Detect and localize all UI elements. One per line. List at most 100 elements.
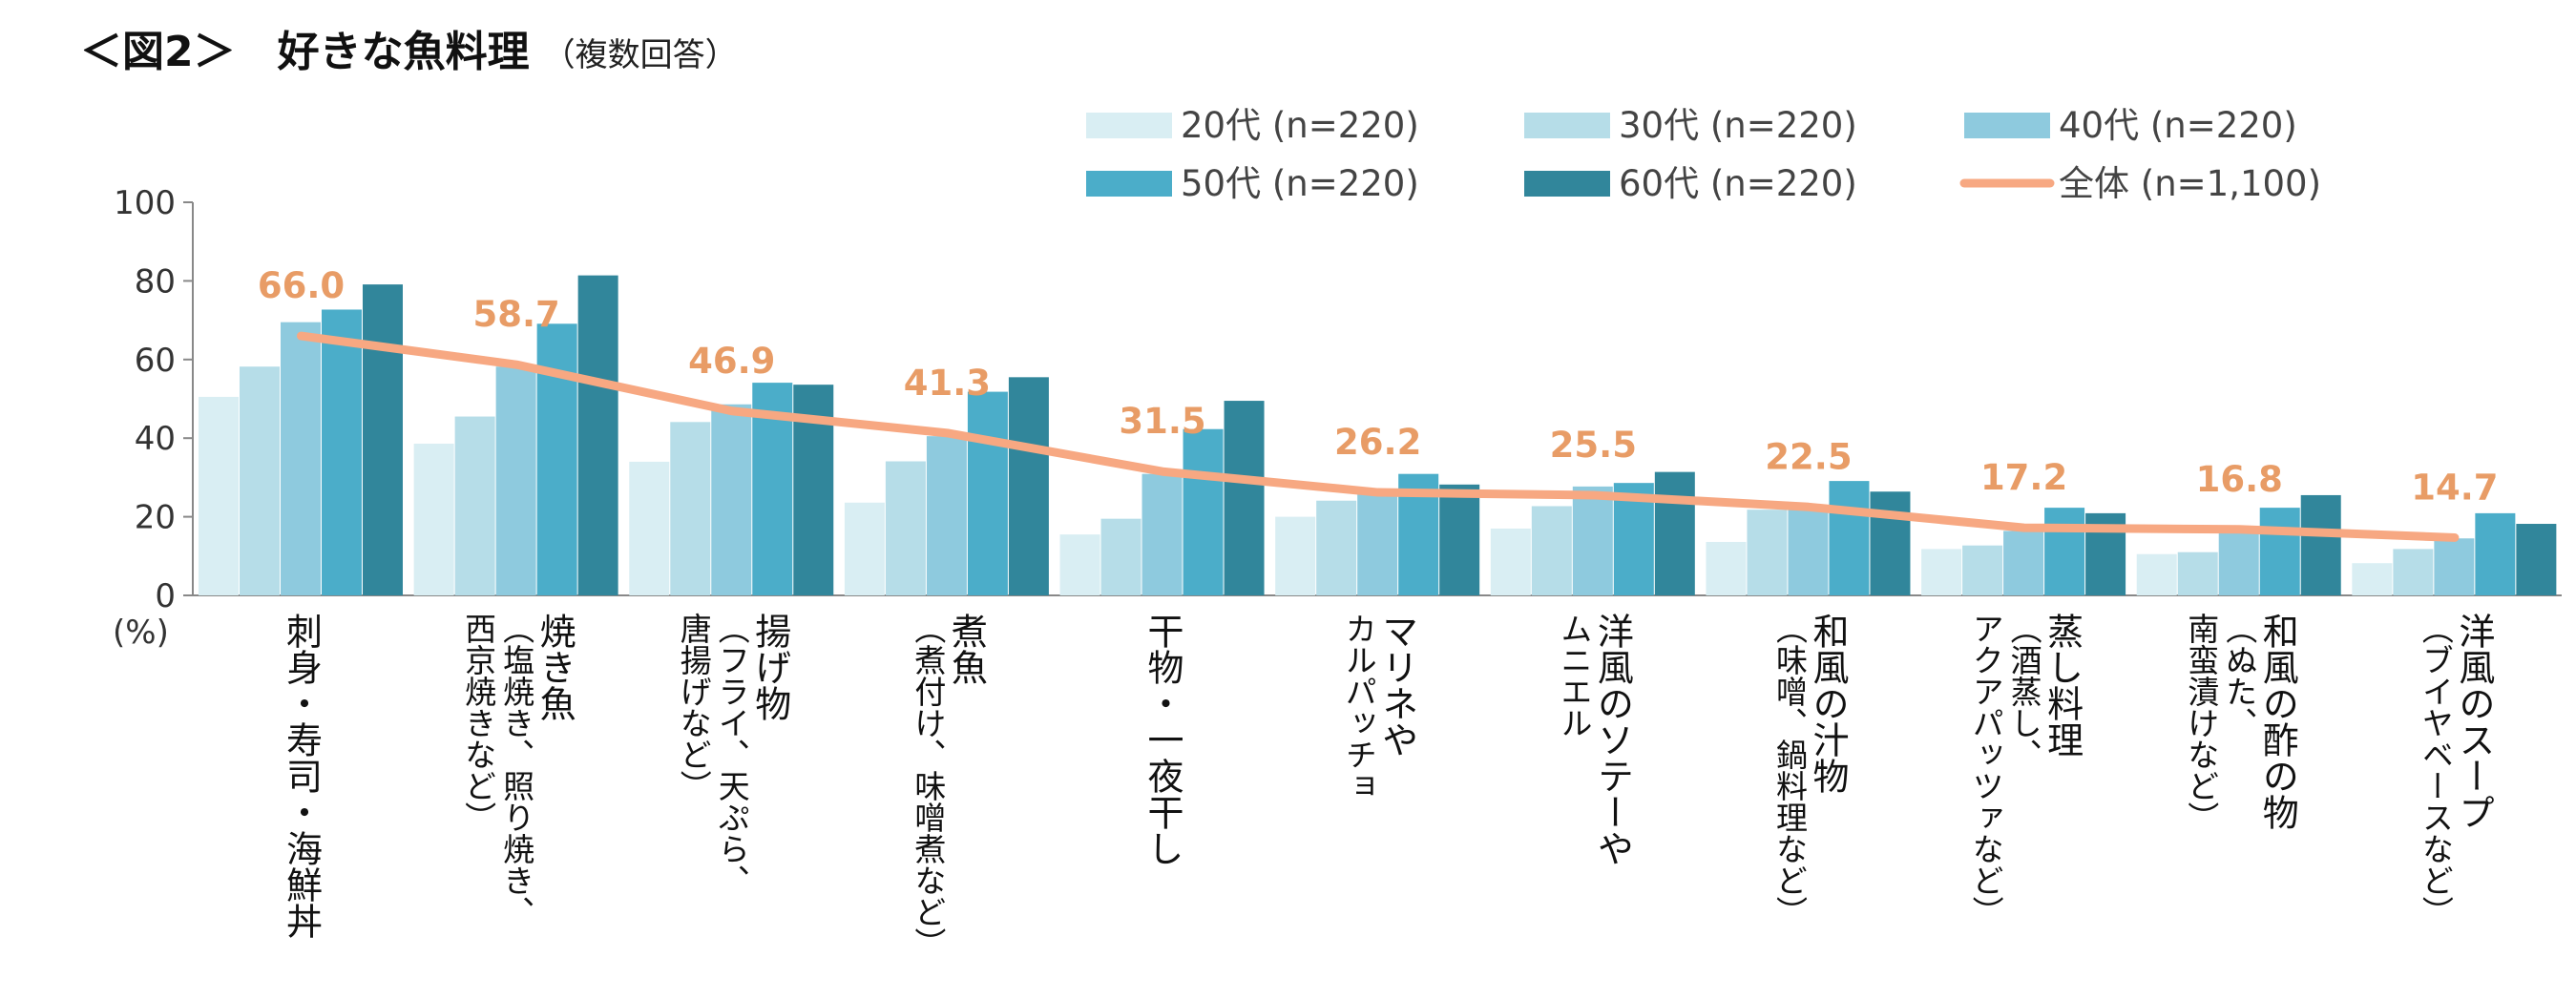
category-label: 唐揚げなど）: [675, 613, 712, 801]
bar: [1788, 506, 1829, 595]
bar: [363, 284, 403, 595]
bar: [1183, 428, 1224, 595]
category-label: （煮付け、味噌煮など）: [910, 613, 947, 959]
bar: [240, 366, 280, 595]
category-label: 刺身・寿司・海鮮丼: [281, 613, 323, 939]
category-label: （酒蒸し、: [2005, 613, 2042, 770]
bar: [577, 275, 618, 595]
legend-swatch: [1524, 171, 1610, 197]
bar: [1921, 549, 1962, 595]
bar: [1962, 545, 2003, 595]
bar: [1572, 486, 1613, 595]
bar: [1357, 493, 1398, 595]
bar: [844, 502, 885, 595]
chart-title: ＜図2＞ 好きな魚料理 （複数回答）: [80, 17, 738, 78]
y-tick-label: 0: [155, 577, 176, 615]
legend-swatch: [1524, 113, 1610, 138]
data-label: 14.7: [2411, 467, 2498, 508]
bar: [2177, 552, 2218, 595]
bar: [1870, 491, 1911, 595]
bar: [2393, 549, 2434, 595]
bars-layer: [199, 275, 2557, 595]
bar: [1439, 484, 1480, 595]
bar: [413, 443, 454, 595]
category-label: （塩焼き、照り焼き、: [498, 613, 535, 927]
bar: [711, 404, 752, 595]
legend-label: 30代 (n=220): [1619, 105, 1857, 146]
category-label: 洋風のソテーや: [1591, 613, 1633, 866]
title-main: ＜図2＞ 好きな魚料理: [80, 28, 530, 76]
legend-label: 全体 (n=1,100): [2059, 163, 2321, 204]
legend-label: 40代 (n=220): [2059, 105, 2297, 146]
value-labels-layer: 66.0 58.7 46.9 41.3 31.5 26.2 25.5 22.5 17.2 16.8…: [258, 265, 2499, 508]
axis-layer: 0 20 40 60 80 100 (%): [113, 184, 2562, 652]
bar: [2003, 531, 2044, 595]
category-label: （ブイヤベースなど）: [2417, 613, 2454, 927]
y-axis-label: (%): [113, 614, 169, 652]
legend-label: 50代 (n=220): [1181, 163, 1419, 204]
bar: [1654, 471, 1695, 595]
title-sub: （複数回答）: [542, 36, 738, 74]
category-label: カルパッチョ: [1340, 613, 1377, 801]
legend: 20代 (n=220) 30代 (n=220) 40代 (n=220) 50代 (n=…: [1086, 105, 2321, 204]
bar: [2516, 524, 2557, 595]
legend-label: 60代 (n=220): [1619, 163, 1857, 204]
data-label: 26.2: [1334, 422, 1421, 463]
category-label: 干物・一夜干し: [1141, 613, 1183, 866]
bar: [2136, 553, 2177, 595]
bar: [1531, 506, 1572, 595]
bar: [967, 391, 1008, 595]
bar: [2259, 508, 2300, 595]
bar: [2218, 532, 2259, 595]
bar: [2475, 512, 2516, 595]
category-label: マリネや: [1376, 613, 1418, 758]
category-label: 煮魚: [945, 613, 987, 685]
bar: [629, 461, 670, 595]
total-line-layer: [297, 331, 2460, 542]
bar: [2434, 538, 2475, 595]
bar: [1224, 401, 1265, 595]
bar: [536, 323, 577, 595]
category-label: （味噌、鍋料理など）: [1770, 613, 1808, 927]
bar: [2352, 563, 2393, 595]
data-label: 25.5: [1550, 425, 1637, 466]
legend-label: 20代 (n=220): [1181, 105, 1419, 146]
data-label: 58.7: [472, 294, 559, 335]
bar: [1706, 541, 1747, 595]
data-label: 66.0: [258, 265, 345, 306]
bar: [885, 461, 926, 595]
category-label: 南蛮漬けなど）: [2183, 613, 2220, 833]
bar: [926, 436, 967, 595]
total-series-line: [297, 331, 2460, 542]
bar: [1829, 481, 1870, 595]
bar: [454, 416, 495, 595]
bar: [1008, 377, 1049, 595]
y-tick-label: 40: [135, 420, 176, 458]
category-label: 和風の汁物: [1807, 613, 1849, 794]
category-label: 蒸し料理: [2042, 613, 2084, 758]
data-label: 22.5: [1765, 436, 1852, 477]
category-labels: 刺身・寿司・海鮮丼 焼き魚（塩焼き、照り焼き、西京焼きなど） 揚げ物（フライ、天ぷら…: [281, 613, 2495, 959]
legend-swatch: [1086, 171, 1172, 197]
bar: [1747, 510, 1788, 595]
data-label: 17.2: [1980, 457, 2067, 498]
category-label: 和風の酢の物: [2256, 613, 2298, 830]
bar: [199, 396, 239, 595]
data-label: 41.3: [904, 363, 991, 404]
y-tick-label: 20: [135, 499, 176, 537]
data-label: 31.5: [1119, 401, 1205, 442]
bar: [2300, 494, 2341, 595]
data-label: 16.8: [2196, 459, 2283, 500]
bar: [1059, 534, 1100, 595]
bar: [1316, 500, 1357, 595]
bar: [1490, 528, 1531, 595]
bar: [1100, 518, 1141, 595]
legend-swatch: [1086, 113, 1172, 138]
category-label: 揚げ物: [749, 613, 791, 721]
category-label: 西京焼きなど）: [460, 613, 497, 833]
bar: [1141, 473, 1183, 595]
category-label: 焼き魚: [534, 613, 576, 721]
category-label: アクアパッツァなど）: [1967, 613, 2004, 927]
data-label: 46.9: [688, 341, 775, 382]
